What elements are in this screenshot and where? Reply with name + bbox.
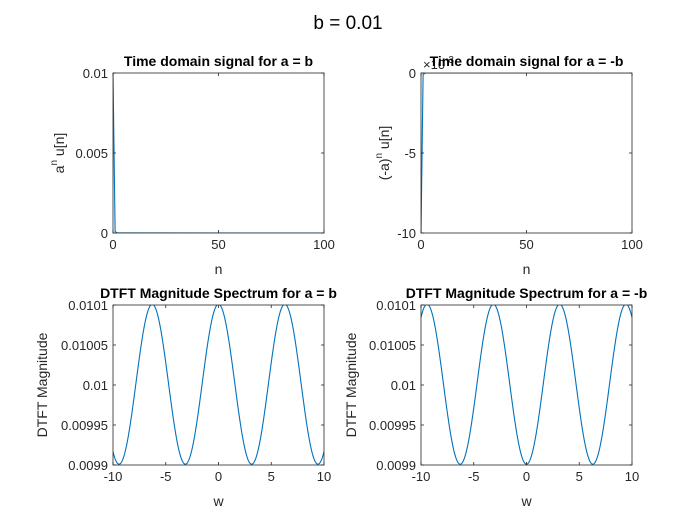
y-tick-label: 0.0101 [376, 298, 416, 313]
x-tick-label: 5 [268, 469, 275, 484]
x-tick-label: -5 [468, 469, 480, 484]
y-tick-label: 0.01 [83, 378, 108, 393]
x-tick-label: 50 [211, 237, 225, 252]
y-tick-label: 0.0099 [68, 458, 108, 473]
y-axis-label-base: DTFT Magnitude [34, 332, 50, 437]
x-tick-label: -5 [160, 469, 172, 484]
x-tick-label: 5 [576, 469, 583, 484]
x-axis-label: n [523, 261, 531, 277]
y-axis-label-base: (-a) [376, 159, 392, 181]
y-axis-label-sup: n [49, 160, 60, 166]
axes-background [113, 73, 324, 233]
axes-background [421, 305, 632, 465]
y-axis-label: DTFT Magnitude [34, 332, 50, 437]
y-tick-label: -10 [397, 226, 416, 241]
figure-suptitle: b = 0.01 [313, 13, 382, 34]
y-tick-label: 0.005 [75, 146, 108, 161]
axes-background [421, 73, 632, 233]
subplot-1: 0 50 100 0 0.005 0.01 Time domain signal for a… [49, 53, 335, 277]
x-axis-label: n [215, 261, 223, 277]
y-tick-label: 0.01005 [61, 338, 108, 353]
x-axis-label: w [212, 493, 224, 509]
subplot-title: DTFT Magnitude Spectrum for a = -b [406, 285, 648, 301]
y-axis-label: an u[n] [49, 133, 67, 174]
y-tick-label: 0.0101 [68, 298, 108, 313]
y-tick-label: 0.00995 [369, 418, 416, 433]
y-tick-label: 0.01005 [369, 338, 416, 353]
y-exponent-power: -3 [445, 55, 454, 66]
series-line [113, 305, 324, 465]
x-tick-label: 0 [215, 469, 222, 484]
y-axis-label-base: DTFT Magnitude [343, 332, 359, 437]
x-tick-label: 100 [313, 237, 335, 252]
y-tick-label: 0.01 [83, 66, 108, 81]
x-tick-label: 0 [523, 469, 530, 484]
subplot-title: Time domain signal for a = b [124, 53, 313, 69]
x-tick-label: 0 [417, 237, 424, 252]
subplot-4: -10 -5 0 5 100.00990.009950.010.010050.0101D… [343, 285, 647, 509]
y-axis-label: (-a)n u[n] [374, 126, 392, 181]
x-tick-label: 10 [625, 469, 639, 484]
x-tick-label: -10 [412, 469, 431, 484]
subplot-3: -10 -5 0 5 100.00990.009950.010.010050.0101D… [34, 285, 337, 509]
x-axis-label: w [520, 493, 532, 509]
x-tick-label: -10 [104, 469, 123, 484]
axes-background [113, 305, 324, 465]
y-axis-label-sup: n [374, 153, 385, 159]
y-tick-label: 0.01 [391, 378, 416, 393]
subplot-title: Time domain signal for a = -b [430, 53, 624, 69]
y-axis-label-rest: u[n] [376, 126, 392, 153]
y-axis-label-rest: u[n] [51, 133, 67, 160]
y-tick-label: 0.0099 [376, 458, 416, 473]
y-tick-label: 0.00995 [61, 418, 108, 433]
y-tick-label: 0 [101, 226, 108, 241]
x-tick-label: 10 [317, 469, 331, 484]
y-axis-label-base: a [51, 165, 67, 173]
x-tick-label: 0 [109, 237, 116, 252]
subplot-title: DTFT Magnitude Spectrum for a = b [100, 285, 337, 301]
y-tick-label: -5 [404, 146, 416, 161]
y-tick-label: 0 [409, 66, 416, 81]
y-axis-label: DTFT Magnitude [343, 332, 359, 437]
x-tick-label: 50 [519, 237, 533, 252]
series-line [421, 73, 632, 233]
x-tick-label: 100 [621, 237, 643, 252]
